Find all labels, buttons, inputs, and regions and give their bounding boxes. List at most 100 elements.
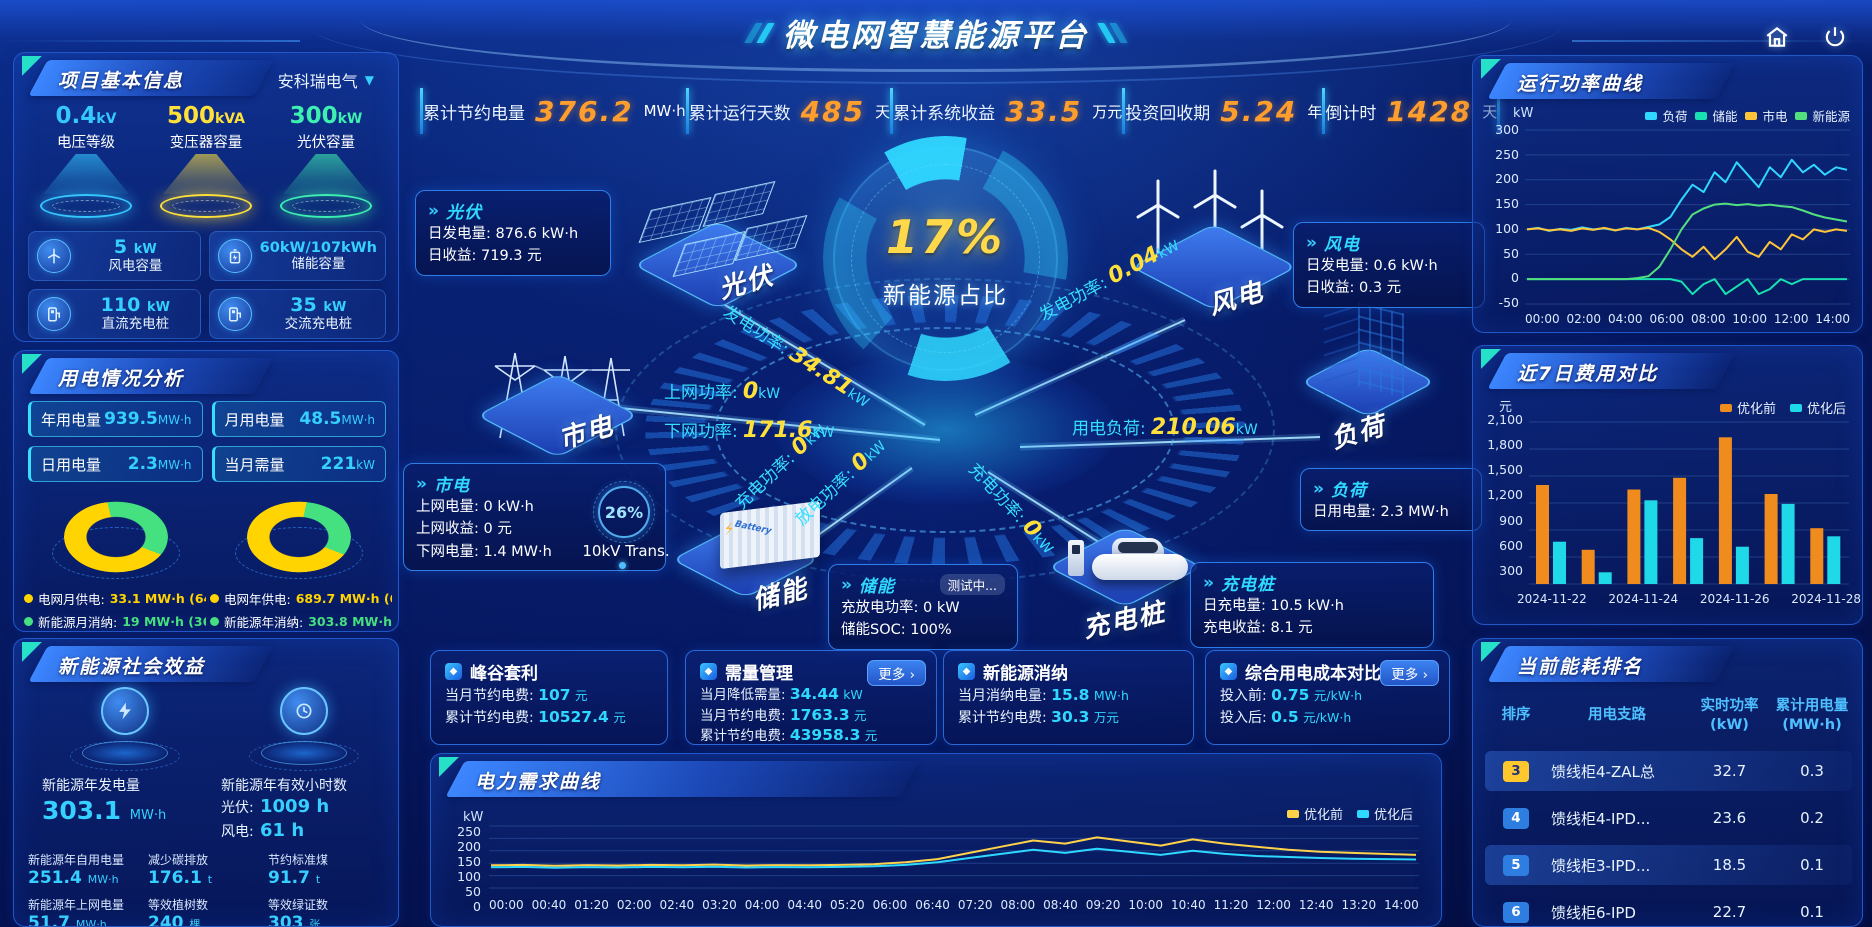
row-label: 累计节约电费: [958,710,1047,727]
legend-item[interactable]: 负荷 [1645,106,1687,125]
info-box-row: 日收益: 719.3 元 [428,248,542,265]
info-box-row: 日发电量: 876.6 kW·h [428,226,579,242]
company-select-value: 安科瑞电气 [277,72,358,91]
legend-label: 新能源月消纳: [38,615,118,630]
panel-corner-icon [1481,59,1501,79]
demand-mgmt-card: ◆ 需量管理 更多 › 当月降低需量: 34.44 kW 当月节约电费: 1763.3 … [685,650,937,745]
xtick-label: 10:00 [1732,312,1768,326]
chevron-right-icon: » [428,200,439,221]
rank-cell: 4 [1485,807,1547,829]
info-box-row: 充电收益: 8.1 元 [1203,620,1313,637]
cost-compare-panel: 近7日费用对比 元 优化前 优化后 2,100 1,800 1,500 1,200 900… [1472,345,1863,625]
demand-curve-panel: 电力需求曲线 优化前 优化后 kW 250 200 150 100 50 0 00:00 00… [430,753,1442,927]
company-select[interactable]: 安科瑞电气 ▼ [278,68,374,92]
bar-优化前 [1627,489,1641,584]
grid-node-art [470,328,650,468]
capacity-cones: 0.4kV 电压等级 500kVA 变压器容量 300kW 光伏容量 [26,105,386,223]
cost-compare-chart [1529,421,1849,585]
energy-ranking-title: 当前能耗排名 [1517,656,1644,678]
xtick-label: 08:40 [1043,898,1078,912]
capacity-card-text: 110 kW 直流充电桩 [79,294,192,332]
capacity-card: 35 kW 交流充电桩 [208,289,386,339]
pv-info-box: » 光伏 日发电量: 876.6 kW·h 日收益: 719.3 元 [415,190,611,276]
legend-item[interactable]: 优化前 [1286,804,1343,823]
row-unit: 元 [853,707,867,723]
cone-value: 500kVA [166,103,246,129]
run-power-title: 运行功率曲线 [1517,73,1644,95]
bottom-card-row: 累计节约电费: 30.3 万元 [958,706,1179,728]
legend-item[interactable]: 储能 [1695,106,1737,125]
hours-pedestal [221,687,386,773]
demand-yticks: 250 200 150 100 50 0 [445,824,481,914]
load-flow-label: 用电负荷: 210.06kW [1072,415,1258,440]
kpi-unit: MW·h [643,102,686,120]
kpi-label: 累计运行天数 [688,103,791,124]
ytick-label: 900 [1499,512,1523,528]
charger-icon [37,297,71,331]
info-box-row: 充放电功率: 0 kW [841,600,960,616]
renewable-consumption-card: ◆ 新能源消纳 当月消纳电量: 15.8 MW·h 累计节约电费: 30.3 万元 [943,650,1194,745]
table-row[interactable]: 4 馈线柜4-IPD... 23.6 0.2 [1485,798,1852,838]
table-row[interactable]: 5 馈线柜3-IPD... 18.5 0.1 [1485,845,1852,885]
rank-cell: 3 [1485,760,1547,782]
legend-item[interactable]: 市电 [1745,106,1787,125]
pv-node-art [630,180,808,310]
stat-value: 303.1 MW·h [42,796,167,825]
ytick-label: 150 [1495,196,1519,212]
row-value: 107 [538,686,571,704]
legend-name: 优化前 [1303,808,1343,823]
legend-label: 电网年供电: [224,592,291,607]
branch-name: 馈线柜4-ZAL总 [1551,762,1655,781]
chevron-right-icon: » [1306,232,1317,253]
xtick-label: 02:40 [659,898,695,912]
cost-yticks: 2,100 1,800 1,500 1,200 900 600 300 [1477,412,1523,578]
table-row[interactable]: 3 馈线柜4-ZAL总 32.7 0.3 [1485,751,1852,791]
run-power-xticks: 00:00 02:00 04:00 06:00 08:00 10:00 12:00 14:00 [1525,312,1850,326]
cone-beam [163,154,249,194]
project-info-header: 项目基本信息 安科瑞电气 ▼ [22,56,388,96]
capacity-cone: 300kW 光伏容量 [266,105,386,223]
cone-beam [283,154,369,194]
legend-item[interactable]: 优化后 [1356,804,1413,823]
xtick-label: 02:00 [616,898,652,912]
transformer-load-ratio: 26% [593,481,655,543]
cone-value: 0.4kV [55,103,117,129]
row-label: 当月消纳电量: [958,688,1047,704]
ytick-label: 2,100 [1487,412,1523,427]
legend-item[interactable]: 新能源 [1795,106,1850,125]
more-button[interactable]: 更多 › [1380,660,1439,686]
lightning-icon [100,687,149,735]
panel-corner-icon [1481,642,1501,662]
power-analysis-header: 用电情况分析 [22,354,388,394]
capacity-card-label: 风电容量 [108,258,163,275]
xtick-label: 12:40 [1298,898,1334,912]
home-icon[interactable] [1758,18,1796,56]
more-button[interactable]: 更多 › [867,660,926,686]
bar-优化后 [1690,538,1704,584]
xtick-label: 2024-11-26 [1699,592,1770,606]
info-box-row: 日用电量: 2.3 MW·h [1313,504,1449,520]
xtick-label: 04:00 [1607,312,1643,326]
cost-compare-card: ◆ 综合用电成本对比 更多 › 投入前: 0.75 元/kW·h 投入后: 0.5 元/… [1205,650,1450,745]
kpi-divider [1322,88,1326,134]
bar-优化前 [1810,528,1824,584]
battery-icon [217,239,252,273]
ytick-label: 250 [457,824,481,839]
row-label: 累计节约电费: [700,728,786,745]
row-label: 累计节约电费: [445,710,534,727]
legend-name: 负荷 [1662,109,1688,124]
social-stat: 节约标准煤 91.7 t [268,853,329,888]
power-stat-label: 年用电量 [41,410,102,429]
ranking-column-header: 实时功率 (kW) [1700,698,1759,733]
capacity-card-value: 35 kW [290,294,347,317]
xtick-label: 08:00 [1690,312,1726,326]
legend-item[interactable]: 优化前 [1719,398,1776,417]
table-row[interactable]: 6 馈线柜6-IPD 22.7 0.1 [1485,892,1852,926]
cone-value: 300kW [289,103,363,129]
power-icon[interactable] [1816,18,1854,56]
charger-node-art [1040,512,1210,612]
legend-item[interactable]: 优化后 [1789,398,1846,417]
xtick-label: 2024-11-22 [1516,592,1587,606]
donut-legend-item: 电网年供电: 689.7 MW·h (69%) [210,589,392,608]
chevron-right-icon: » [841,574,852,595]
